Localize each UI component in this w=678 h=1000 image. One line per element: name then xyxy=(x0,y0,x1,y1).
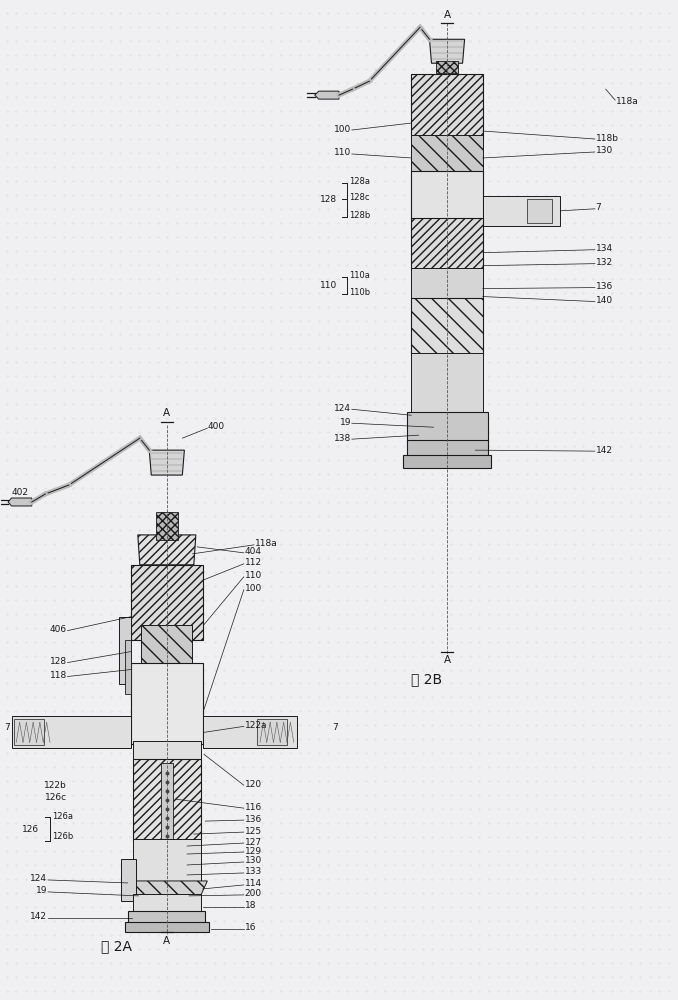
Text: 400: 400 xyxy=(207,422,224,431)
Polygon shape xyxy=(138,535,196,565)
Text: 124: 124 xyxy=(334,404,351,413)
Text: 200: 200 xyxy=(245,889,262,898)
Text: 128: 128 xyxy=(49,657,67,666)
Bar xyxy=(412,135,483,173)
Text: A: A xyxy=(443,10,451,20)
Text: 16: 16 xyxy=(245,923,256,932)
Text: 132: 132 xyxy=(595,258,613,267)
Bar xyxy=(412,353,483,415)
Text: 126c: 126c xyxy=(45,793,67,802)
Bar xyxy=(131,663,203,744)
Bar xyxy=(133,839,201,881)
Text: 402: 402 xyxy=(12,488,28,497)
Text: A: A xyxy=(443,655,451,665)
Polygon shape xyxy=(149,450,184,475)
Bar xyxy=(141,625,193,704)
Text: 134: 134 xyxy=(595,244,613,253)
Text: 129: 129 xyxy=(245,847,262,856)
Bar xyxy=(412,218,483,271)
Text: 128a: 128a xyxy=(349,177,370,186)
Polygon shape xyxy=(8,498,32,506)
Bar xyxy=(483,196,561,226)
Text: 118a: 118a xyxy=(616,97,639,106)
Text: 130: 130 xyxy=(245,856,262,865)
Text: 7: 7 xyxy=(595,203,601,212)
Bar xyxy=(14,719,44,745)
Bar xyxy=(128,911,205,923)
Bar xyxy=(133,759,201,841)
Text: 118a: 118a xyxy=(255,539,277,548)
Text: 112: 112 xyxy=(245,558,262,567)
Polygon shape xyxy=(126,881,207,896)
Bar xyxy=(403,455,491,468)
Bar xyxy=(412,298,483,355)
Text: 110: 110 xyxy=(334,148,351,157)
Text: 120: 120 xyxy=(245,780,262,789)
Text: 7: 7 xyxy=(4,723,9,732)
Bar xyxy=(412,74,483,139)
Text: 125: 125 xyxy=(245,827,262,836)
Text: 100: 100 xyxy=(245,584,262,593)
Polygon shape xyxy=(315,91,339,99)
Text: 116: 116 xyxy=(245,803,262,812)
Text: 128b: 128b xyxy=(349,211,370,220)
Text: 124: 124 xyxy=(31,874,47,883)
Text: 128c: 128c xyxy=(349,193,370,202)
Text: 110: 110 xyxy=(320,281,337,290)
Text: 7: 7 xyxy=(332,723,338,732)
Text: 122a: 122a xyxy=(245,721,267,730)
Text: 100: 100 xyxy=(334,125,351,134)
Bar xyxy=(125,922,209,932)
Bar xyxy=(527,199,553,223)
Text: 130: 130 xyxy=(595,146,613,155)
Bar xyxy=(12,716,131,748)
Text: 126: 126 xyxy=(22,825,39,834)
Text: 142: 142 xyxy=(595,446,613,455)
Text: 142: 142 xyxy=(31,912,47,921)
Bar xyxy=(121,859,136,901)
Text: 133: 133 xyxy=(245,867,262,876)
Text: 404: 404 xyxy=(245,547,262,556)
Text: 118: 118 xyxy=(49,671,67,680)
Text: 122b: 122b xyxy=(44,781,67,790)
Text: 110b: 110b xyxy=(349,288,370,297)
Text: 406: 406 xyxy=(49,625,67,634)
Text: 110: 110 xyxy=(245,571,262,580)
Text: 19: 19 xyxy=(340,418,351,427)
Bar xyxy=(125,640,131,694)
Text: 114: 114 xyxy=(245,879,262,888)
Bar xyxy=(133,741,201,761)
Bar xyxy=(203,716,297,748)
Text: 图 2B: 图 2B xyxy=(412,673,442,687)
Bar xyxy=(119,617,131,684)
Text: A: A xyxy=(163,936,170,946)
Bar xyxy=(161,763,173,841)
Text: 110a: 110a xyxy=(349,271,370,280)
Text: 126a: 126a xyxy=(52,812,73,821)
Bar xyxy=(256,719,287,745)
Bar xyxy=(407,440,487,457)
Text: 118b: 118b xyxy=(595,134,618,143)
Text: 18: 18 xyxy=(245,901,256,910)
Text: 126b: 126b xyxy=(52,832,73,841)
Text: 136: 136 xyxy=(245,815,262,824)
Bar xyxy=(436,61,458,73)
Bar xyxy=(156,512,178,540)
Text: 图 2A: 图 2A xyxy=(100,939,132,953)
Text: 19: 19 xyxy=(36,886,47,895)
Text: 140: 140 xyxy=(595,296,613,305)
Bar xyxy=(407,412,487,442)
Bar xyxy=(131,565,203,640)
Bar xyxy=(133,894,201,914)
Bar xyxy=(412,268,483,301)
Bar xyxy=(412,171,483,219)
Polygon shape xyxy=(429,39,464,63)
Text: 136: 136 xyxy=(595,282,613,291)
Text: A: A xyxy=(163,408,170,418)
Text: 138: 138 xyxy=(334,434,351,443)
Text: 128: 128 xyxy=(320,195,337,204)
Text: 127: 127 xyxy=(245,838,262,847)
